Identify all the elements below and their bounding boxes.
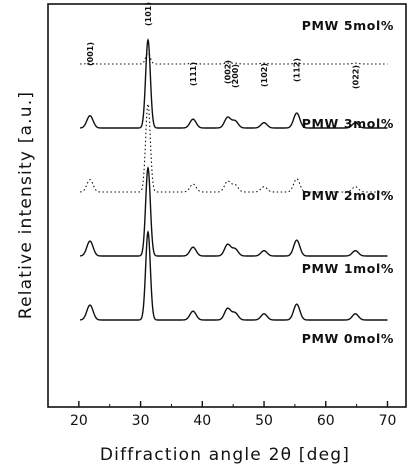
x-tick-label: 40 xyxy=(193,413,211,429)
x-tick-label: 60 xyxy=(317,413,335,429)
series-label: PMW 5mol% xyxy=(302,18,394,33)
series-line xyxy=(80,102,388,193)
x-tick-label: 50 xyxy=(255,413,273,429)
x-tick-label: 70 xyxy=(379,413,397,429)
peak-label: (102) xyxy=(260,63,269,87)
series-line xyxy=(80,166,388,257)
series-traces xyxy=(80,38,388,321)
x-tick-label: 20 xyxy=(70,413,88,429)
series-label: PMW 0mol% xyxy=(302,331,394,346)
x-tick-label: 30 xyxy=(132,413,150,429)
peak-label: (111) xyxy=(189,62,198,86)
peak-labels: (001) (101) (111) (002)(200) (102) (112) (022) xyxy=(86,2,360,89)
plot-frame xyxy=(47,3,407,408)
peak-label: (200) xyxy=(231,64,240,88)
series-label: PMW 3mol% xyxy=(302,116,394,131)
x-axis-ticks: 20 30 40 50 60 70 xyxy=(70,401,396,429)
x-axis-title: Diffraction angle 2θ [deg] xyxy=(100,445,350,465)
peak-label: (101) xyxy=(144,2,153,26)
series-line xyxy=(80,230,388,321)
peak-label: (112) xyxy=(293,58,302,82)
series-line xyxy=(80,52,388,65)
peak-label: (002) xyxy=(224,60,233,84)
series-labels: PMW 5mol% PMW 3mol% PMW 2mol% PMW 1mol% PMW … xyxy=(302,18,394,346)
series-line xyxy=(80,38,388,129)
series-label: PMW 1mol% xyxy=(302,261,394,276)
series-label: PMW 2mol% xyxy=(302,188,394,203)
peak-label: (001) xyxy=(86,42,95,66)
peak-label: (022) xyxy=(351,65,360,89)
y-axis-title: Relative intensity [a.u.] xyxy=(16,91,36,319)
